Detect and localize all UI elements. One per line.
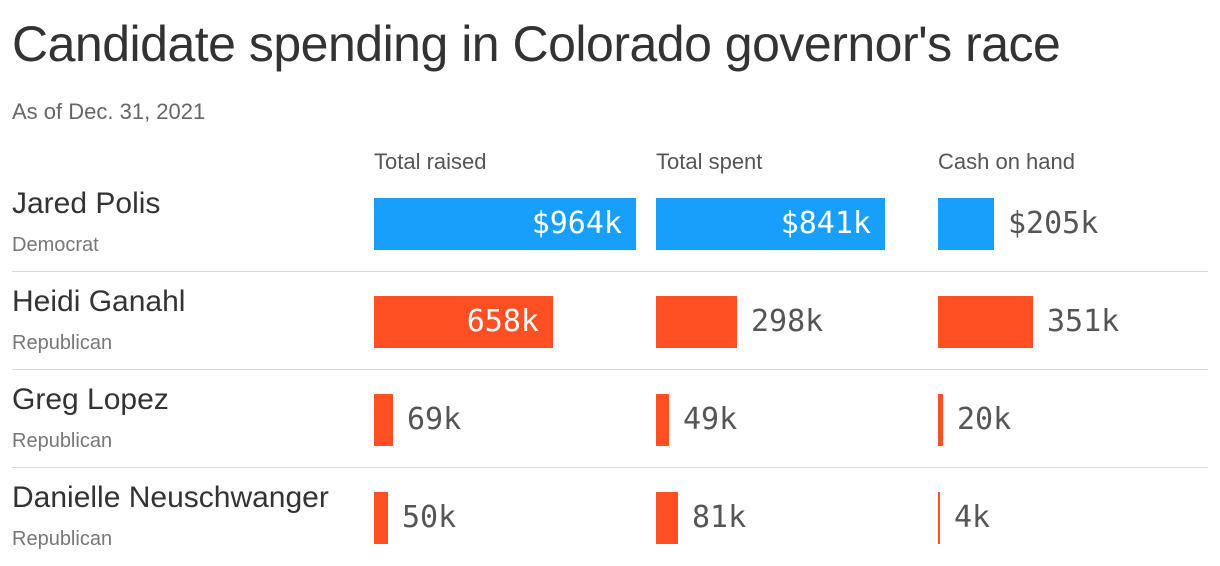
bar-cash-on-hand bbox=[938, 198, 994, 250]
candidate-party: Republican bbox=[12, 528, 113, 550]
column-header-total-spent: Total spent bbox=[656, 149, 763, 174]
data-label-total-spent: 49k bbox=[683, 402, 738, 437]
chart-title: Candidate spending in Colorado governor'… bbox=[12, 16, 1061, 72]
bar-total-spent bbox=[656, 394, 669, 446]
column-header-cash-on-hand: Cash on hand bbox=[938, 149, 1075, 174]
candidate-party: Republican bbox=[12, 332, 113, 354]
candidate-row: Jared Polis Democrat bbox=[12, 174, 1208, 272]
bar-total-raised bbox=[374, 296, 553, 348]
data-label-cash-on-hand: 351k bbox=[1047, 304, 1120, 339]
bar-cash-on-hand bbox=[938, 394, 943, 446]
bar-cash-on-hand bbox=[938, 492, 940, 544]
candidate-name: Greg Lopez bbox=[12, 383, 169, 416]
candidate-party: Democrat bbox=[12, 234, 99, 256]
data-label-total-raised: $964k bbox=[531, 206, 622, 241]
bar-total-spent bbox=[656, 492, 678, 544]
data-label-total-spent: $841k bbox=[780, 206, 871, 241]
data-label-total-spent: 81k bbox=[692, 500, 747, 535]
data-label-total-spent: 298k bbox=[751, 304, 824, 339]
candidate-row: Danielle Neuschwanger Republican bbox=[12, 467, 1208, 566]
candidate-name: Jared Polis bbox=[12, 187, 161, 220]
bar-total-spent bbox=[656, 296, 737, 348]
data-label-total-raised: 69k bbox=[407, 402, 462, 437]
bar-total-raised bbox=[374, 198, 636, 250]
candidate-row: Heidi Ganahl Republican bbox=[12, 271, 1208, 370]
bar-cash-on-hand bbox=[938, 296, 1033, 348]
data-label-cash-on-hand: 4k bbox=[954, 500, 991, 535]
chart-subtitle: As of Dec. 31, 2021 bbox=[12, 99, 206, 124]
bar-total-raised bbox=[374, 492, 388, 544]
candidate-party: Republican bbox=[12, 430, 113, 452]
data-label-cash-on-hand: 20k bbox=[957, 402, 1012, 437]
candidate-name: Heidi Ganahl bbox=[12, 285, 186, 318]
bar-total-raised bbox=[374, 394, 393, 446]
candidate-name: Danielle Neuschwanger bbox=[12, 481, 329, 514]
column-header-total-raised: Total raised bbox=[374, 149, 487, 174]
bar-total-spent bbox=[656, 198, 885, 250]
candidate-row: Greg Lopez Republican bbox=[12, 369, 1208, 468]
data-label-total-raised: 658k bbox=[466, 304, 539, 339]
data-label-total-raised: 50k bbox=[402, 500, 457, 535]
data-label-cash-on-hand: $205k bbox=[1008, 206, 1099, 241]
